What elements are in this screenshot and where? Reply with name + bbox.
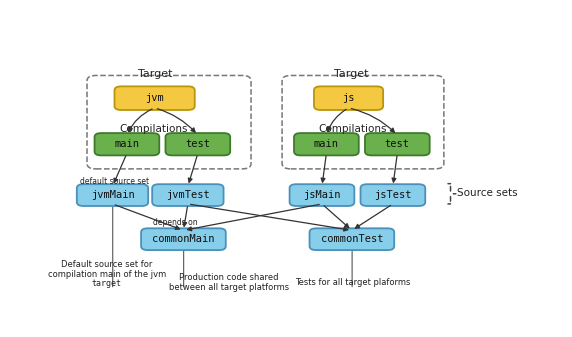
FancyBboxPatch shape xyxy=(114,86,194,110)
FancyBboxPatch shape xyxy=(77,184,148,206)
Text: Source sets: Source sets xyxy=(457,188,518,198)
FancyBboxPatch shape xyxy=(314,86,383,110)
Text: Compilations: Compilations xyxy=(319,124,387,134)
Text: js: js xyxy=(342,93,355,103)
FancyBboxPatch shape xyxy=(165,133,230,155)
Text: Target: Target xyxy=(138,69,173,79)
Text: main: main xyxy=(114,139,140,149)
Text: jvmTest: jvmTest xyxy=(166,190,210,200)
Text: test: test xyxy=(385,139,410,149)
Text: compilation main of the jvm: compilation main of the jvm xyxy=(48,270,166,279)
Text: jsMain: jsMain xyxy=(303,190,341,200)
FancyBboxPatch shape xyxy=(294,133,359,155)
Text: main: main xyxy=(314,139,339,149)
Text: commonMain: commonMain xyxy=(152,234,214,244)
Text: between all target platforms: between all target platforms xyxy=(169,282,289,292)
FancyBboxPatch shape xyxy=(309,228,394,250)
FancyBboxPatch shape xyxy=(94,133,159,155)
FancyBboxPatch shape xyxy=(365,133,430,155)
FancyBboxPatch shape xyxy=(152,184,224,206)
Text: Default source set for: Default source set for xyxy=(61,260,153,269)
Text: jvm: jvm xyxy=(145,93,164,103)
Text: Target: Target xyxy=(333,69,368,79)
FancyBboxPatch shape xyxy=(289,184,354,206)
Text: commonTest: commonTest xyxy=(321,234,383,244)
FancyBboxPatch shape xyxy=(141,228,226,250)
Text: depends on: depends on xyxy=(153,218,197,227)
Text: default source set: default source set xyxy=(80,177,149,186)
Text: target: target xyxy=(92,279,122,288)
Text: Tests for all target plaforms: Tests for all target plaforms xyxy=(295,278,411,287)
Text: jsTest: jsTest xyxy=(374,190,412,200)
Text: Compilations: Compilations xyxy=(119,124,188,134)
Text: test: test xyxy=(185,139,210,149)
Text: jvmMain: jvmMain xyxy=(90,190,134,200)
FancyBboxPatch shape xyxy=(360,184,425,206)
Text: Production code shared: Production code shared xyxy=(179,273,279,282)
